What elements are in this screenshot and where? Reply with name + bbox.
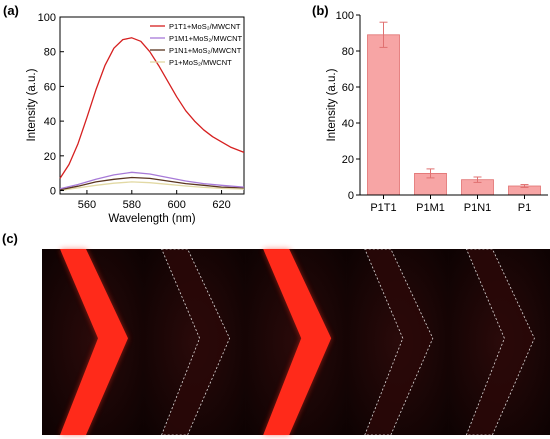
fluorescent-channel [263, 249, 332, 435]
x-tick-label: P1M1 [416, 202, 445, 214]
bars [367, 34, 541, 196]
legend-entry: P1+MoS₂/MWCNT [169, 58, 232, 67]
legend-entry: P1M1+MoS₂/MWCNT [169, 34, 243, 43]
y-axis-ticks: 0 20 40 60 80 100 [336, 10, 360, 202]
x-tick-label: 580 [123, 199, 141, 211]
y-tick-label: 100 [38, 12, 56, 24]
x-axis-ticks: 560 580 600 620 [78, 190, 231, 211]
series-line [59, 37, 245, 179]
fluorescence-image [42, 249, 144, 435]
y-axis-label: Intensity (a.u.) [326, 68, 338, 141]
panel-label-c: (c) [2, 231, 18, 246]
series-line [59, 176, 245, 191]
series-lines [59, 37, 245, 192]
x-tick-label: P1N1 [464, 202, 492, 214]
y-tick-label: 80 [44, 47, 56, 59]
x-axis-label: Wavelength (nm) [108, 213, 195, 225]
fluorescence-image [143, 248, 246, 436]
x-tick-label: 620 [212, 199, 230, 211]
legend-entry: P1T1+MoS₂/MWCNT [169, 22, 241, 31]
panel-label-b: (b) [312, 3, 329, 18]
x-axis-ticks: P1T1 P1M1 P1N1 P1 [370, 195, 531, 214]
fluorescence-image [245, 249, 347, 435]
y-axis-label: Intensity (a.u.) [26, 68, 38, 141]
y-tick-label: 40 [342, 118, 354, 130]
bar [367, 34, 400, 196]
y-tick-label: 0 [50, 186, 56, 198]
series-line [59, 171, 245, 190]
legend-entry: P1N1+MoS₂/MWCNT [169, 46, 242, 55]
x-tick-label: 560 [78, 199, 96, 211]
x-tick-label: P1 [518, 202, 531, 214]
y-tick-label: 80 [342, 46, 354, 58]
y-tick-label: 40 [44, 116, 56, 128]
y-tick-label: 100 [336, 10, 354, 22]
panel-label-a: (a) [3, 3, 19, 18]
channel-outline [364, 248, 434, 436]
x-tick-label: P1T1 [370, 202, 396, 214]
plot-frame [59, 16, 245, 195]
bar-chart: 0 20 40 60 80 100 P1T1 P1M1 P1N1 P1 Intensity (a… [326, 10, 548, 214]
y-tick-label: 0 [348, 190, 354, 202]
fluorescence-image [346, 248, 449, 436]
line-chart: 560 580 600 620 0 20 40 60 80 100 Wavelength (nm… [26, 12, 245, 225]
channel-outline [160, 248, 231, 436]
y-tick-label: 20 [44, 151, 56, 163]
y-tick-label: 20 [342, 154, 354, 166]
y-tick-label: 60 [44, 81, 56, 93]
y-axis-ticks: 0 20 40 60 80 100 [38, 12, 64, 198]
series-line [59, 181, 245, 192]
fluorescence-image [448, 248, 550, 436]
y-tick-label: 60 [342, 82, 354, 94]
error-bars [379, 21, 529, 188]
fluorescence-image-strip [42, 248, 550, 436]
legend: P1T1+MoS₂/MWCNT P1M1+MoS₂/MWCNT P1N1+MoS₂/… [150, 22, 243, 67]
x-tick-label: 600 [168, 199, 186, 211]
channel-outline [465, 248, 535, 436]
fluorescent-channel [60, 249, 128, 435]
